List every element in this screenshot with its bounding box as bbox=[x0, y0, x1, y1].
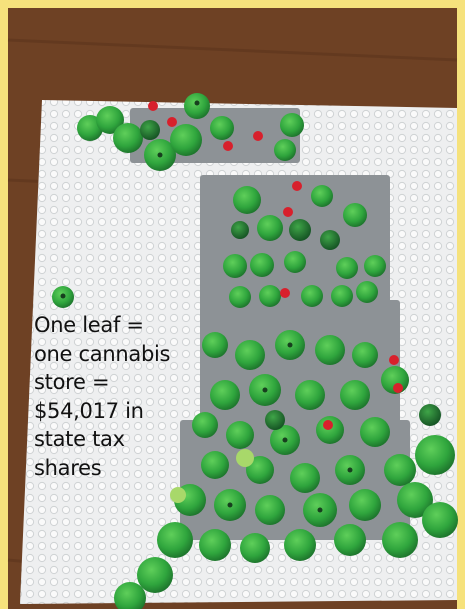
caption-line: One leaf = bbox=[34, 313, 144, 337]
caption-line: shares bbox=[34, 455, 102, 480]
caption-line: state tax bbox=[34, 427, 125, 451]
caption: One leaf = one cannabis store = $54,017 … bbox=[34, 311, 184, 482]
caption-line: $54,017 in bbox=[34, 398, 144, 423]
caption-line: store = bbox=[34, 370, 110, 394]
red-studs bbox=[148, 101, 403, 430]
leaves bbox=[52, 93, 458, 609]
caption-line: one cannabis bbox=[34, 341, 171, 366]
